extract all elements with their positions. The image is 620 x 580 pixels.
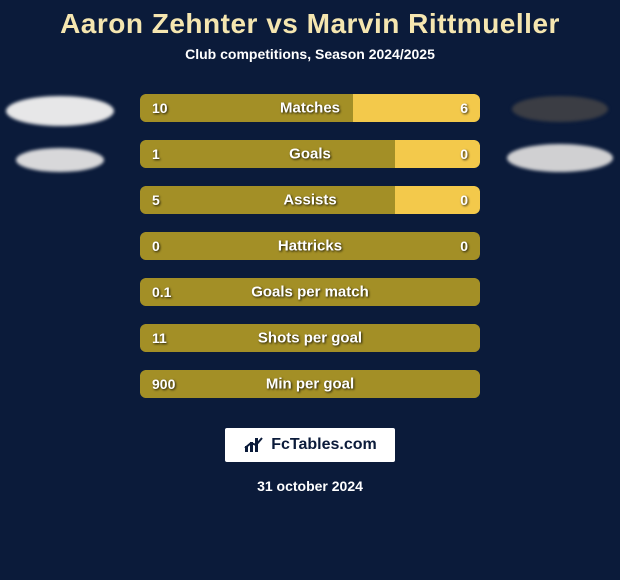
comparison-chart: 106Matches10Goals50Assists00Hattricks0.1…	[0, 94, 620, 404]
player-ellipse	[16, 148, 104, 172]
bar-left-fill	[140, 94, 353, 122]
player-ellipse	[507, 144, 613, 172]
stat-row: 50Assists	[140, 186, 480, 214]
subtitle: Club competitions, Season 2024/2025	[185, 46, 435, 62]
stat-bars: 106Matches10Goals50Assists00Hattricks0.1…	[140, 94, 480, 398]
logo-text: FcTables.com	[271, 436, 377, 454]
stat-row: 106Matches	[140, 94, 480, 122]
bar-left-fill	[140, 278, 480, 306]
stat-right-value: 0	[460, 192, 468, 208]
stat-row: 10Goals	[140, 140, 480, 168]
player-ellipse	[512, 96, 608, 122]
bar-left-fill	[140, 186, 395, 214]
player-ellipse	[6, 96, 114, 126]
fctables-logo: FcTables.com	[223, 426, 397, 464]
stat-left-value: 900	[152, 376, 175, 392]
stat-row: 00Hattricks	[140, 232, 480, 260]
stat-row: 0.1Goals per match	[140, 278, 480, 306]
bar-chart-icon	[243, 436, 265, 454]
bar-left-fill	[140, 140, 395, 168]
stat-left-value: 1	[152, 146, 160, 162]
stat-left-value: 0.1	[152, 284, 171, 300]
stat-row: 11Shots per goal	[140, 324, 480, 352]
stat-left-value: 10	[152, 100, 168, 116]
stat-left-value: 5	[152, 192, 160, 208]
right-player-shapes	[500, 94, 620, 172]
stat-row: 900Min per goal	[140, 370, 480, 398]
stat-right-value: 0	[460, 238, 468, 254]
bar-left-fill	[140, 324, 480, 352]
stat-left-value: 0	[152, 238, 160, 254]
date-label: 31 october 2024	[257, 478, 363, 494]
stat-left-value: 11	[152, 330, 167, 346]
stat-right-value: 6	[460, 100, 468, 116]
stat-right-value: 0	[460, 146, 468, 162]
left-player-shapes	[0, 94, 120, 172]
bar-left-fill	[140, 370, 480, 398]
bar-left-fill	[140, 232, 310, 260]
page-title: Aaron Zehnter vs Marvin Rittmueller	[60, 8, 560, 40]
content-wrapper: Aaron Zehnter vs Marvin Rittmueller Club…	[0, 0, 620, 580]
